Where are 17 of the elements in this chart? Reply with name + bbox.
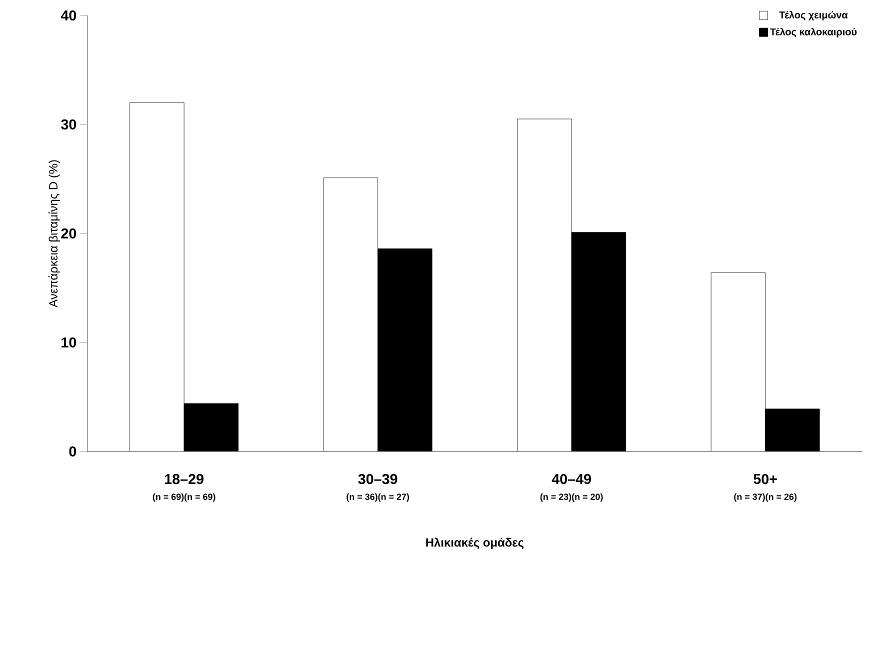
text: (n = 69)(n = 69) — [152, 493, 216, 502]
y-tick-label: 10 — [62, 337, 76, 348]
y-tick-label: 0 — [69, 446, 76, 457]
text: (n = 37)(n = 26) — [734, 493, 797, 502]
x-tick-label: 18–29 — [165, 474, 204, 484]
text: (n = 23)(n = 20) — [540, 493, 603, 502]
y-axis-title: Ανεπάρκεια βιταμίνης D (%) — [48, 160, 60, 308]
legend-label: Τέλος καλοκαιριού — [770, 28, 857, 38]
legend-label: Τέλος χειμώνα — [779, 10, 848, 20]
x-tick-label: 30–39 — [358, 474, 398, 484]
x-axis-title: Ηλικιακές ομάδες — [426, 538, 524, 549]
y-tick-label: 40 — [60, 10, 76, 21]
y-tick-label: 20 — [61, 228, 76, 239]
x-tick-label: 40–49 — [552, 474, 591, 484]
y-tick-label: 30 — [61, 119, 76, 130]
text: (n = 36)(n = 27) — [346, 493, 410, 502]
x-tick-label: 50+ — [754, 474, 777, 484]
